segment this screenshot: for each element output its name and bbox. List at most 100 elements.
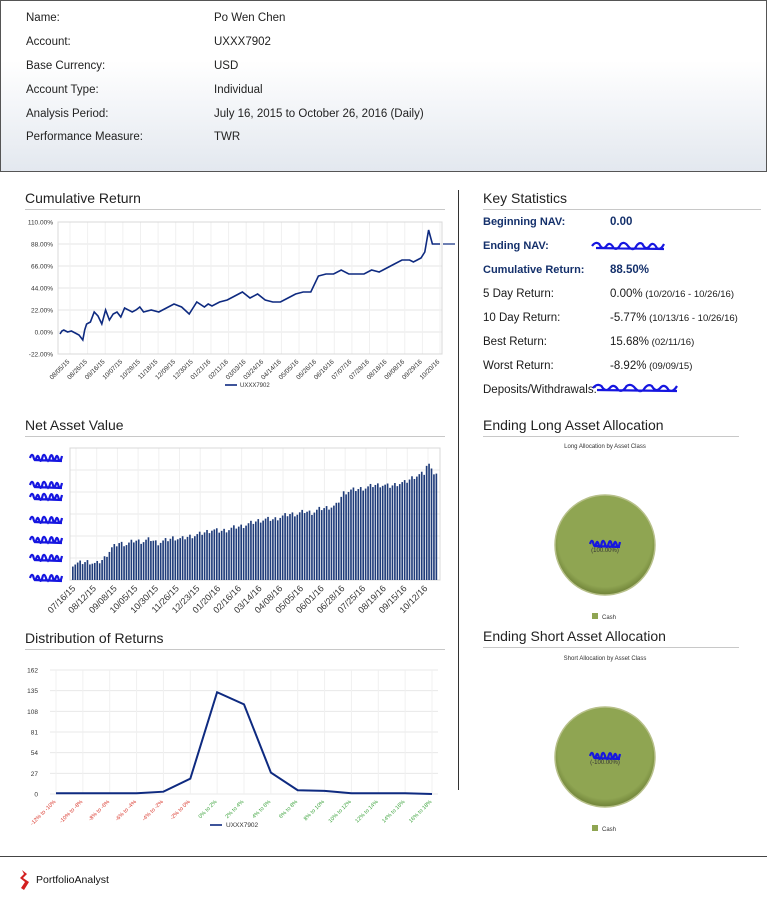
nav-bar	[133, 542, 135, 580]
nav-bar	[352, 487, 355, 580]
brand-name: PortfolioAnalyst	[36, 874, 109, 886]
nav-bar	[384, 484, 386, 580]
nav-bar	[279, 517, 282, 580]
nav-bar	[203, 532, 206, 580]
nav-bar	[267, 516, 269, 580]
stat-label: Worst Return:	[483, 360, 554, 372]
nav-bar	[245, 525, 247, 580]
nav-bar	[420, 471, 423, 580]
legend-swatch	[592, 613, 598, 619]
nav-bar	[337, 502, 340, 580]
nav-bar	[274, 517, 277, 580]
nav-bar	[416, 476, 418, 580]
nav-bar	[255, 521, 257, 580]
nav-bar	[181, 536, 184, 580]
redaction-mark	[592, 383, 678, 393]
stat-row: 10 Day Return: -5.77% (10/13/16 - 10/26/1…	[483, 312, 753, 328]
nav-bar	[350, 489, 352, 580]
x-tick-label: -6% to -4%	[114, 799, 138, 823]
nav-bar	[98, 563, 101, 580]
stat-label: Best Return:	[483, 336, 547, 348]
y-tick-label: -22.00%	[29, 352, 53, 359]
redaction-scribble	[591, 241, 665, 251]
y-tick-label: 0.00%	[35, 330, 54, 337]
nav-bar	[89, 564, 91, 580]
nav-bar	[294, 516, 296, 580]
nav-bar	[369, 483, 372, 580]
stat-value: 0.00% (10/20/16 - 10/26/16)	[610, 288, 734, 300]
x-tick-label: -10% to -8%	[59, 799, 85, 825]
nav-bar	[169, 538, 172, 580]
x-tick-label: -8% to -6%	[88, 799, 112, 823]
x-tick-label: -2% to 0%	[170, 799, 192, 821]
stat-value: 15.68% (02/11/16)	[610, 336, 695, 348]
y-tick-label: 27	[31, 771, 39, 778]
stat-label: Ending NAV:	[483, 240, 549, 252]
stat-value: -5.77% (10/13/16 - 10/26/16)	[610, 312, 738, 324]
nav-bar	[159, 542, 162, 580]
nav-bar	[123, 546, 125, 580]
nav-bar	[208, 533, 211, 580]
redaction-scribble	[588, 751, 622, 761]
nav-bar	[428, 463, 430, 580]
info-value: USD	[214, 60, 239, 72]
stat-row: 5 Day Return: 0.00% (10/20/16 - 10/26/16)	[483, 288, 753, 304]
nav-bar	[374, 484, 377, 580]
nav-bar	[401, 482, 404, 580]
nav-bar	[435, 473, 438, 580]
nav-bar	[101, 560, 103, 580]
nav-bar	[108, 551, 111, 580]
nav-bar	[411, 476, 413, 580]
nav-bar	[106, 556, 108, 580]
nav-bar	[330, 507, 333, 580]
nav-bar	[179, 538, 181, 580]
nav-bar	[433, 474, 435, 580]
nav-bar	[196, 534, 199, 580]
nav-bar	[135, 540, 138, 580]
nav-bar	[137, 539, 140, 580]
pie-slice-label: (100.00%)	[591, 548, 619, 554]
nav-bar	[325, 506, 328, 580]
column-divider	[458, 190, 459, 790]
nav-bar	[430, 468, 433, 580]
nav-bar	[111, 547, 113, 580]
plot-border	[57, 221, 443, 355]
nav-bar	[233, 525, 235, 580]
nav-bar	[391, 485, 394, 580]
info-label: Account Type:	[26, 84, 99, 96]
nav-bar	[379, 487, 382, 580]
pie-slice-label: (-100.00%)	[590, 760, 620, 766]
nav-bar	[362, 490, 364, 580]
nav-bar	[198, 531, 201, 580]
nav-bar	[220, 530, 223, 580]
info-value: Po Wen Chen	[214, 12, 286, 24]
nav-bar	[398, 484, 401, 580]
y-tick-label: 81	[31, 730, 39, 737]
nav-bar	[194, 536, 196, 580]
y-tick-label: 110.00%	[28, 220, 53, 227]
short-allocation-chart: Short Allocation by Asset Class (-100.00%…	[554, 656, 656, 833]
nav-bar	[308, 510, 311, 580]
x-tick-label: 16% to 18%	[408, 799, 433, 824]
stat-value: 0.00	[610, 216, 633, 228]
nav-bar	[311, 514, 313, 580]
nav-bar	[120, 541, 123, 580]
nav-bar	[150, 541, 152, 580]
nav-bar	[316, 509, 318, 580]
nav-bar	[152, 540, 155, 580]
nav-bar	[320, 510, 323, 580]
nav-bar	[157, 545, 160, 580]
nav-bar	[174, 540, 177, 580]
nav-bar	[340, 496, 343, 580]
nav-bar	[359, 487, 362, 580]
nav-bar	[281, 515, 284, 580]
nav-bar	[257, 519, 260, 580]
legend-label: UXXX7902	[226, 822, 259, 829]
nav-bar	[176, 539, 179, 580]
cumulative-return-chart: 110.00% 88.00% 66.00% 44.00% 22.00% 0.00% -22.…	[28, 220, 455, 389]
nav-bar	[247, 523, 250, 580]
nav-bar	[313, 512, 316, 580]
nav-bar	[223, 528, 225, 580]
nav-bar	[333, 505, 335, 580]
